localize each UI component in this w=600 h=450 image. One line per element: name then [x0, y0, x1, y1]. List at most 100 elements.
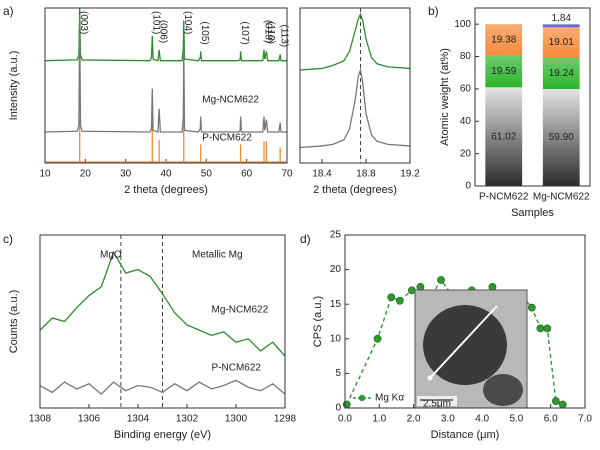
bar-value-label: 19.01 [549, 37, 574, 48]
x-tick-label: 1.0 [372, 414, 386, 425]
y-tick-label: 5 [335, 368, 341, 379]
y-tick-label: 40 [460, 116, 472, 127]
peak-label: (110) [265, 21, 276, 44]
y-tick-label: 100 [454, 19, 471, 30]
x-tick-label: 1306 [78, 414, 101, 425]
panel-label: a) [3, 4, 14, 18]
bar-segment [542, 24, 580, 28]
line-series [44, 7, 287, 62]
bar-value-label: 19.24 [549, 68, 574, 79]
x-tick-label: 1300 [225, 414, 248, 425]
series-label: P-NCM622 [202, 133, 252, 144]
point [395, 296, 404, 305]
inset-particle [483, 374, 523, 406]
bar-segment [485, 24, 523, 56]
x-axis-label: Binding energy (eV) [114, 429, 211, 441]
point [543, 324, 552, 333]
peak-label: (101) [151, 11, 162, 34]
point [407, 286, 416, 295]
peak-label: (107) [239, 21, 250, 44]
annotation: Metallic Mg [192, 250, 243, 261]
point [437, 276, 445, 284]
y-tick-label: 20 [330, 264, 342, 275]
x-tick-label: 20 [80, 169, 92, 180]
y-axis-label: Counts (a.u.) [8, 290, 20, 354]
x-tick-label: 7.0 [578, 414, 592, 425]
x-tick-label: 50 [201, 169, 213, 180]
x-tick-label: 1308 [29, 414, 52, 425]
bar-segment [485, 55, 523, 88]
line-series [39, 379, 286, 396]
x-axis-label: Distance (μm) [431, 429, 500, 441]
plot-frame [344, 234, 586, 409]
point [558, 400, 567, 409]
y-tick-label: 10 [330, 333, 342, 344]
x-tick-label: 10 [39, 169, 51, 180]
point [373, 334, 382, 343]
x-tick-label: 60 [241, 169, 253, 180]
y-tick-label: 0 [335, 403, 341, 414]
point [551, 397, 560, 405]
x-tick-label: 3.0 [441, 414, 455, 425]
legend-label: Mg Kα [375, 393, 404, 404]
series-label: Mg-NCM622 [212, 305, 269, 316]
x-tick-label: 0.0 [338, 414, 352, 425]
bar-segment [485, 87, 523, 186]
inset-scan-end [427, 375, 433, 381]
bar-value-label: 1.84 [552, 13, 572, 24]
inset-scan-line [429, 305, 498, 379]
y-tick-label: 15 [330, 299, 342, 310]
inset-scale-label: 2.5μm [423, 399, 451, 410]
bar-segment [542, 57, 580, 90]
y-tick-label: 20 [460, 148, 472, 159]
x-tick-label: 4.0 [475, 414, 489, 425]
x-tick-label: 5.0 [509, 414, 523, 425]
x-axis-label: 2 theta (degrees) [313, 184, 397, 196]
x-tick-label: 40 [160, 169, 172, 180]
series-label: Mg-NCM622 [202, 95, 259, 106]
plot-frame [299, 7, 411, 164]
point [416, 282, 425, 291]
x-tick-label: 1304 [127, 414, 150, 425]
y-axis-label: Atomic weight (at%) [439, 48, 451, 146]
x-tick-label: Mg-NCM622 [533, 192, 590, 203]
x-tick-label: 1302 [176, 414, 199, 425]
plot-frame [39, 234, 286, 409]
panel-label: d) [300, 232, 311, 246]
plot-frame [44, 7, 288, 164]
bar-segment [542, 27, 580, 58]
point [387, 293, 396, 302]
peak-label: (018) [262, 20, 273, 43]
point [488, 282, 497, 291]
x-tick-label: P-NCM622 [479, 192, 529, 203]
inset-particle [423, 305, 507, 385]
plot-frame [474, 7, 591, 187]
peak-label: (003) [78, 11, 89, 34]
peak-label: (105) [199, 21, 210, 44]
x-tick-label: 2.0 [407, 414, 421, 425]
peak-label: (113) [279, 25, 290, 48]
inset-scale-box [417, 396, 457, 406]
line-series [39, 250, 286, 357]
y-tick-label: 0 [465, 181, 471, 192]
x-tick-label: 18.8 [356, 169, 376, 180]
x-axis-label: Samples [511, 207, 554, 219]
line-series [299, 67, 411, 149]
peak-label: (006) [158, 20, 169, 43]
x-tick-label: 1298 [274, 414, 297, 425]
y-axis-label: Intensity (a.u.) [8, 51, 20, 121]
peak-label: (104) [182, 11, 193, 34]
series-label: P-NCM622 [212, 363, 262, 374]
x-tick-label: 18.4 [312, 169, 332, 180]
legend-marker [358, 394, 366, 402]
y-tick-label: 25 [330, 230, 342, 241]
panel-label: b) [428, 4, 439, 18]
bar-segment [542, 89, 580, 186]
bar-value-label: 59.90 [549, 132, 574, 143]
bar-value-label: 19.59 [491, 66, 516, 77]
x-tick-label: 19.2 [400, 169, 420, 180]
x-axis-label: 2 theta (degrees) [124, 184, 208, 196]
point [527, 303, 536, 312]
